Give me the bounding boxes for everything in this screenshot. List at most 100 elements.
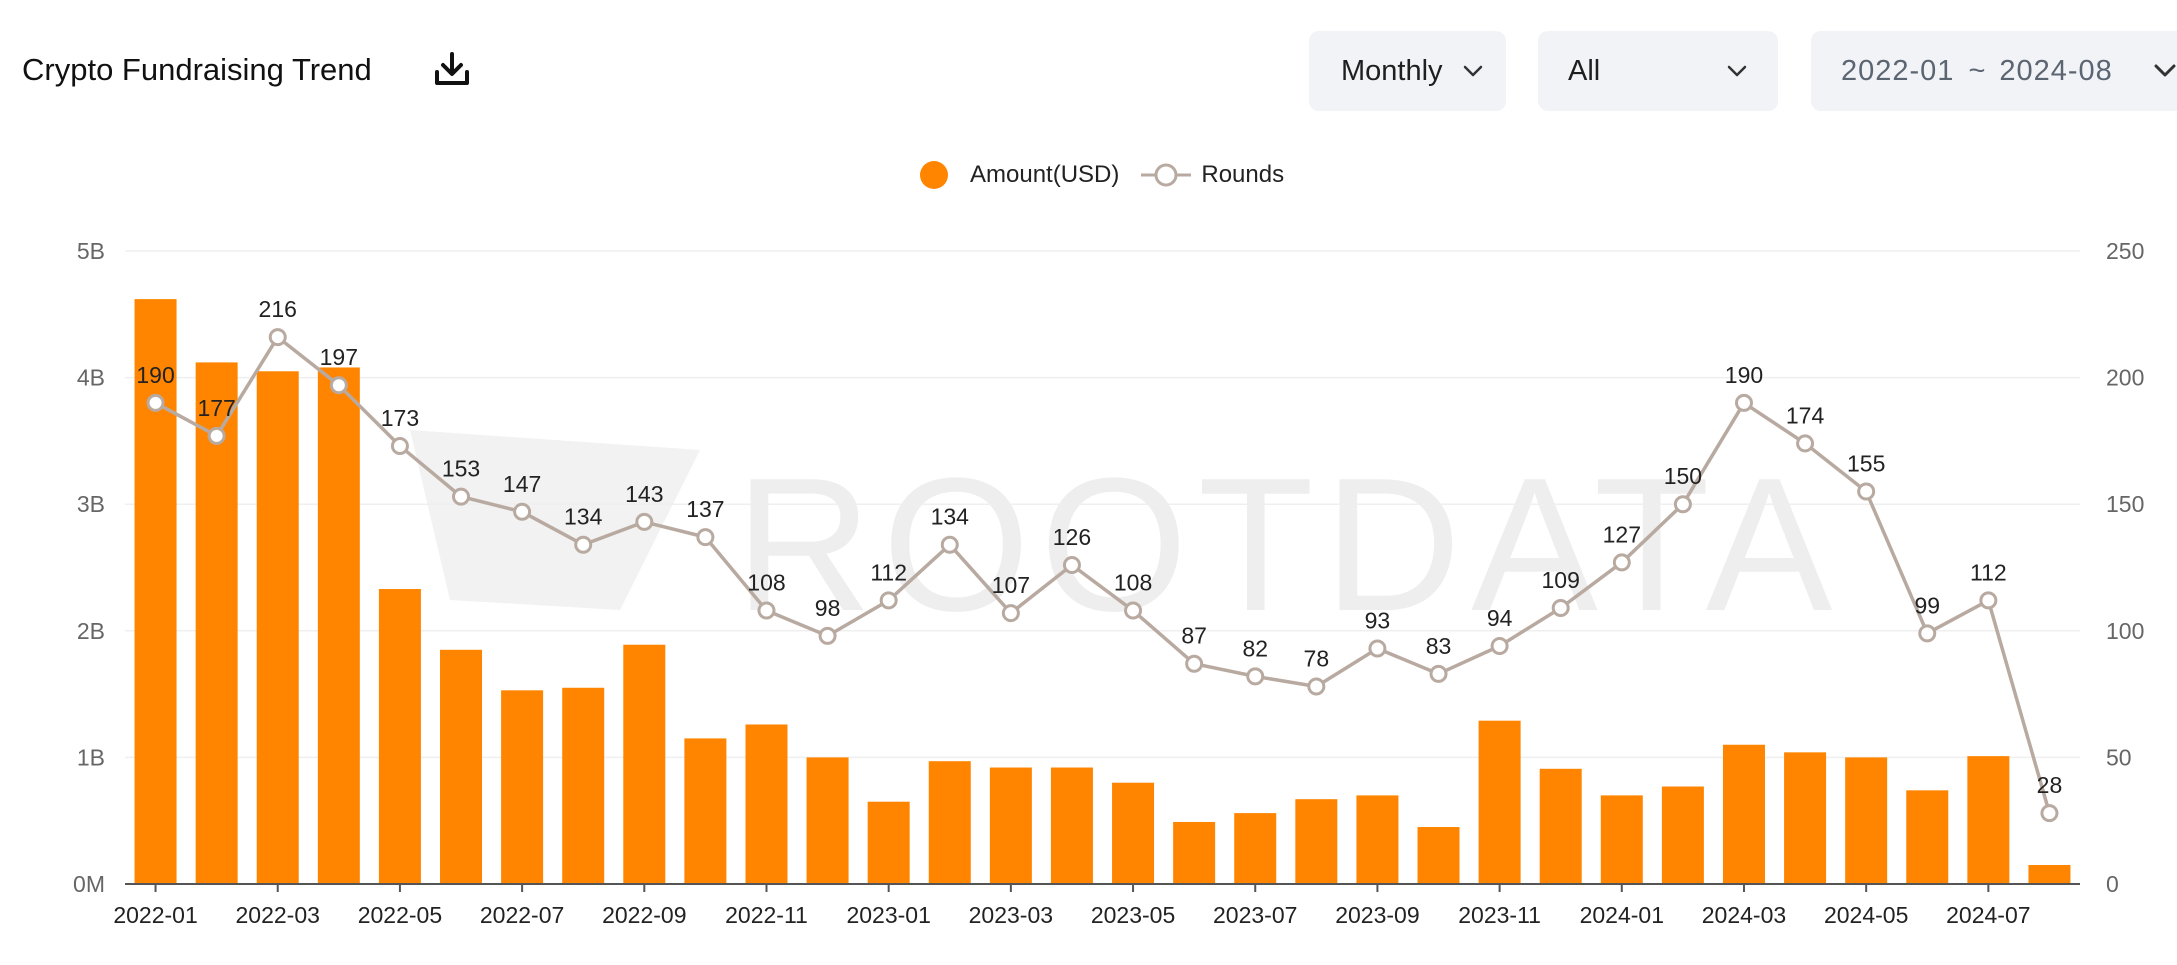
legend-amount-swatch[interactable] xyxy=(920,161,948,189)
amount-bar[interactable] xyxy=(1356,795,1399,884)
category-select[interactable]: All xyxy=(1538,31,1778,111)
amount-bar[interactable] xyxy=(562,687,605,884)
rounds-data-label: 197 xyxy=(320,344,358,370)
rounds-point[interactable] xyxy=(635,512,654,531)
amount-bar[interactable] xyxy=(928,761,971,884)
rounds-data-label: 93 xyxy=(1365,608,1391,634)
y-right-tick-label: 100 xyxy=(2106,618,2144,644)
rounds-point[interactable] xyxy=(1857,482,1876,501)
x-axis: 2022-01 2022-03 2022-05 2022-07 2022-09 2022-… xyxy=(113,883,2080,928)
rounds-point[interactable] xyxy=(1368,639,1387,658)
rounds-point[interactable] xyxy=(574,535,593,554)
amount-bar[interactable] xyxy=(1967,756,2010,884)
rounds-point[interactable] xyxy=(1490,636,1509,655)
legend-rounds-label[interactable]: Rounds xyxy=(1201,161,1285,188)
chart-title: Crypto Fundraising Trend xyxy=(22,52,372,87)
amount-bar[interactable] xyxy=(1050,767,1093,884)
amount-bar[interactable] xyxy=(684,738,727,884)
rounds-line xyxy=(154,335,2052,814)
rounds-point[interactable] xyxy=(1062,555,1081,574)
rounds-point[interactable] xyxy=(268,328,287,347)
legend-amount-label[interactable]: Amount(USD) xyxy=(970,161,1120,188)
chevron-down-icon xyxy=(2153,31,2177,111)
amount-bar[interactable] xyxy=(378,589,421,884)
rounds-point[interactable] xyxy=(1612,553,1631,572)
y-right-tick-label: 250 xyxy=(2106,238,2144,264)
x-tick-label: 2022-09 xyxy=(602,902,686,928)
amount-bar[interactable] xyxy=(317,367,360,884)
amount-bar[interactable] xyxy=(1845,757,1888,884)
amount-bar[interactable] xyxy=(867,801,910,884)
legend-rounds-swatch[interactable] xyxy=(1141,161,1192,189)
rounds-data-label: 99 xyxy=(1914,592,1940,618)
amount-bar[interactable] xyxy=(256,371,299,884)
rounds-data-label: 112 xyxy=(1970,559,2007,585)
amount-bar[interactable] xyxy=(501,690,544,884)
amount-bar[interactable] xyxy=(1600,795,1643,884)
x-tick-label: 2022-03 xyxy=(236,902,320,928)
rounds-data-label: 137 xyxy=(686,496,724,522)
rounds-point[interactable] xyxy=(818,626,837,645)
amount-bar[interactable] xyxy=(1112,782,1155,884)
rounds-point[interactable] xyxy=(390,436,409,455)
amount-bar[interactable] xyxy=(989,767,1032,884)
amount-bar[interactable] xyxy=(1173,821,1216,884)
range-end[interactable]: 2024-08 xyxy=(1999,54,2113,87)
download-icon[interactable] xyxy=(432,50,472,90)
amount-bar[interactable] xyxy=(1478,720,1521,884)
rounds-point[interactable] xyxy=(1796,434,1815,453)
rounds-point[interactable] xyxy=(207,426,226,445)
rounds-point[interactable] xyxy=(1246,667,1265,686)
rounds-point[interactable] xyxy=(513,502,532,521)
rounds-data-label: 216 xyxy=(259,296,297,322)
rounds-data-label: 112 xyxy=(870,559,907,585)
rounds-point[interactable] xyxy=(757,601,776,620)
rounds-data-label: 108 xyxy=(747,570,785,596)
date-range-picker[interactable]: 2022-01 ~ 2024-08 xyxy=(1811,31,2177,111)
chevron-down-icon xyxy=(1726,31,1748,111)
amount-bar[interactable] xyxy=(1661,786,1704,884)
amount-bar[interactable] xyxy=(440,649,483,884)
rounds-point[interactable] xyxy=(452,487,471,506)
x-tick-label: 2023-03 xyxy=(969,902,1053,928)
amount-bar[interactable] xyxy=(1295,799,1338,884)
amount-bar[interactable] xyxy=(1234,813,1277,884)
rounds-point[interactable] xyxy=(1918,624,1937,643)
amount-bar[interactable] xyxy=(2028,865,2071,884)
rounds-point[interactable] xyxy=(940,535,959,554)
rounds-point[interactable] xyxy=(1673,495,1692,514)
amount-bar[interactable] xyxy=(1906,790,1949,884)
x-tick-label: 2023-07 xyxy=(1213,902,1297,928)
rounds-point[interactable] xyxy=(1001,604,1020,623)
rounds-point[interactable] xyxy=(329,376,348,395)
amount-bar[interactable] xyxy=(1784,752,1827,884)
rounds-point[interactable] xyxy=(1307,677,1326,696)
amount-bar[interactable] xyxy=(1722,744,1765,884)
rounds-point[interactable] xyxy=(2040,804,2059,823)
rounds-point[interactable] xyxy=(1124,601,1143,620)
amount-bar[interactable] xyxy=(623,644,666,884)
y-right-tick-label: 150 xyxy=(2106,491,2144,517)
rounds-point[interactable] xyxy=(1734,393,1753,412)
amount-bar[interactable] xyxy=(1417,827,1460,884)
y-left-tick-label: 3B xyxy=(77,491,105,517)
range-start[interactable]: 2022-01 xyxy=(1841,54,1955,87)
rounds-data-label: 134 xyxy=(931,504,970,530)
watermark: ROOTDATA xyxy=(410,430,1842,651)
rounds-point[interactable] xyxy=(1185,654,1204,673)
amount-bar[interactable] xyxy=(745,724,788,884)
rounds-point[interactable] xyxy=(146,393,165,412)
rounds-point[interactable] xyxy=(1979,591,1998,610)
rounds-data-label: 147 xyxy=(503,471,541,497)
bar-series xyxy=(134,299,2071,885)
rounds-point[interactable] xyxy=(1429,664,1448,683)
rounds-point[interactable] xyxy=(879,591,898,610)
period-select[interactable]: Monthly xyxy=(1309,31,1506,111)
x-tick-label: 2023-11 xyxy=(1458,902,1541,928)
amount-bar[interactable] xyxy=(1539,768,1582,884)
amount-bar[interactable] xyxy=(806,757,849,884)
watermark-text: ROOTDATA xyxy=(735,439,1842,651)
amount-bar[interactable] xyxy=(195,362,238,885)
rounds-point[interactable] xyxy=(696,528,715,547)
rounds-point[interactable] xyxy=(1551,599,1570,618)
